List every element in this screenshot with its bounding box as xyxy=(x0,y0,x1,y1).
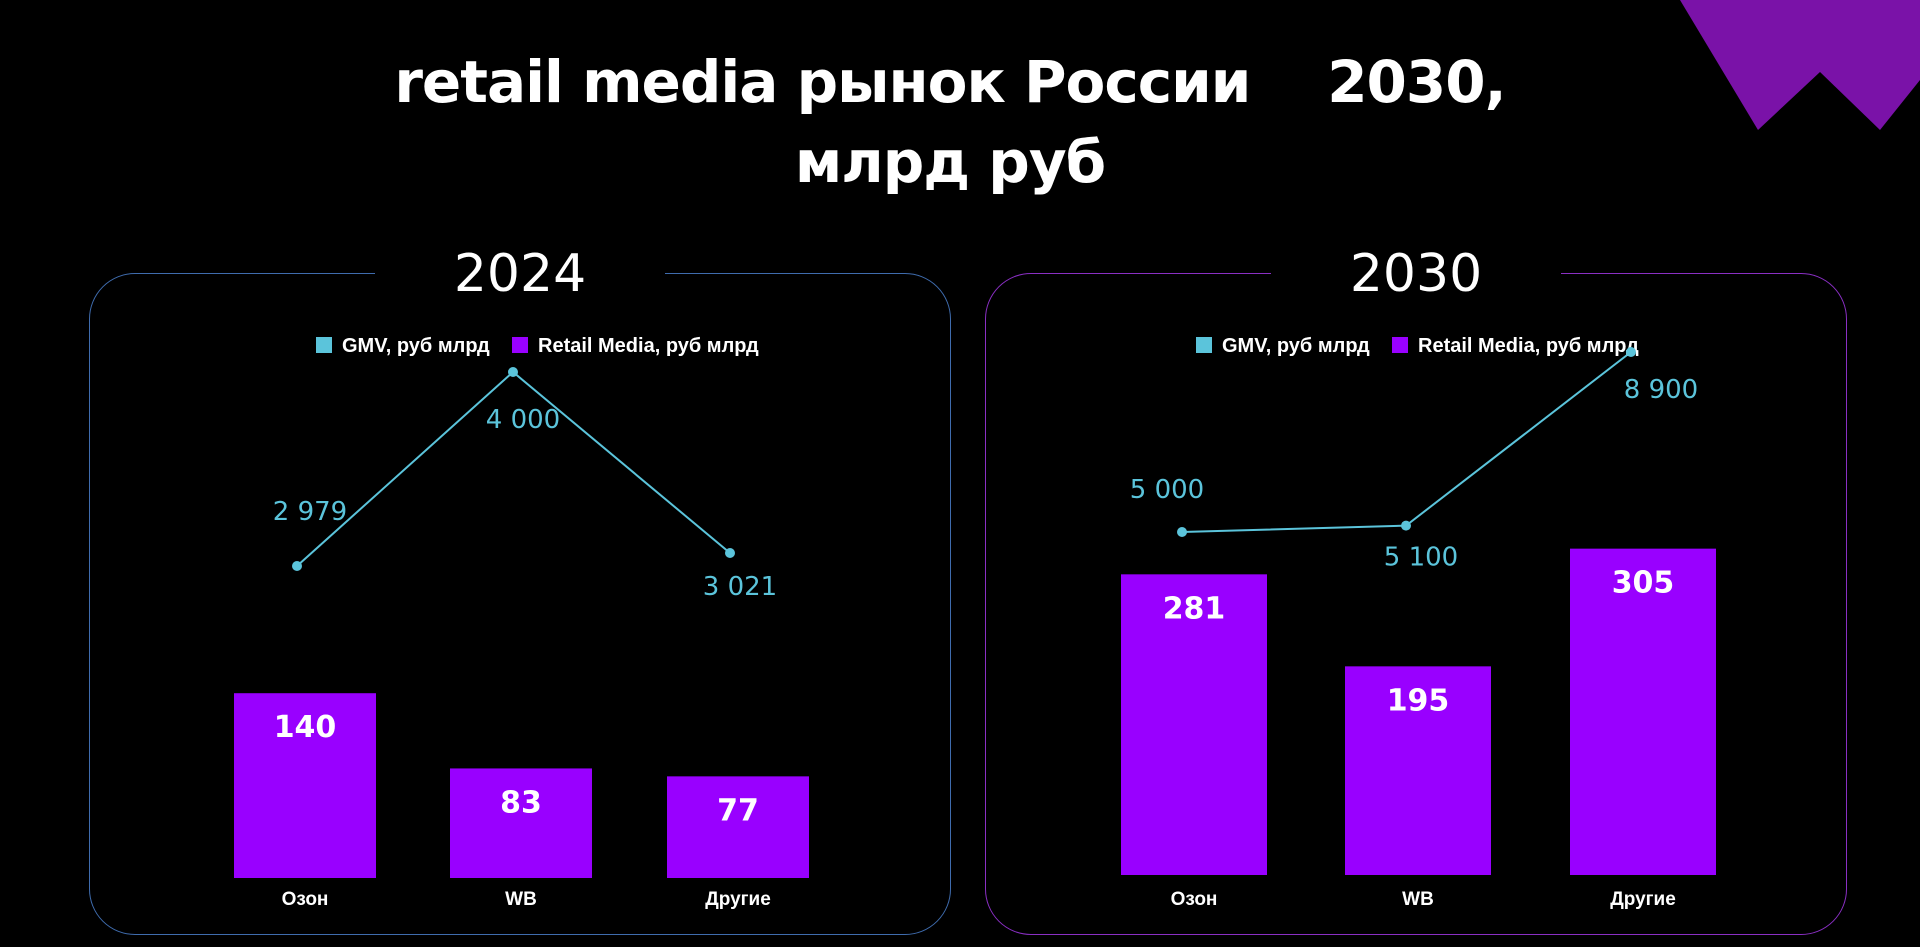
corner-decoration xyxy=(1680,0,1920,130)
legend-swatch-gmv-2024 xyxy=(316,337,332,353)
gmv-line-2030 xyxy=(1181,351,1632,533)
legend-swatch-gmv-2030 xyxy=(1196,337,1212,353)
page-title-line1: retail media рынок России 2030, xyxy=(394,48,1506,116)
bar-2030-1 xyxy=(1345,666,1491,875)
category-label-2030-1: WB xyxy=(1402,889,1434,910)
page-title-line2: млрд руб xyxy=(794,128,1106,196)
bar-label-2030-1: 195 xyxy=(1387,683,1450,718)
gmv-label-2024-0: 2 979 xyxy=(273,497,347,527)
category-label-2024-1: WB xyxy=(505,889,537,910)
category-label-2024-0: Озон xyxy=(282,889,329,910)
bar-2024-1 xyxy=(450,768,592,878)
gmv-label-2024-2: 3 021 xyxy=(703,572,777,602)
bar-label-2030-0: 281 xyxy=(1163,591,1226,626)
gmv-label-2024-1: 4 000 xyxy=(486,405,560,435)
panel-title-2030: 2030 xyxy=(1271,240,1561,308)
category-label-2030-0: Озон xyxy=(1171,889,1218,910)
legend-label-gmv-2030: GMV, руб млрд xyxy=(1222,335,1370,357)
bar-2030-2 xyxy=(1570,548,1716,875)
category-label-2030-2: Другие xyxy=(1610,889,1676,910)
gmv-label-2030-0: 5 000 xyxy=(1130,475,1204,505)
gmv-label-2030-2: 8 900 xyxy=(1624,375,1698,405)
legend-label-retail-media-2030: Retail Media, руб млрд xyxy=(1418,335,1639,357)
gmv-label-2030-1: 5 100 xyxy=(1384,543,1458,573)
gmv-point-2024-0 xyxy=(292,561,302,571)
legend-label-retail-media-2024: Retail Media, руб млрд xyxy=(538,335,759,357)
category-label-2024-2: Другие xyxy=(705,889,771,910)
bar-2030-0 xyxy=(1121,574,1267,875)
gmv-point-2030-2 xyxy=(1626,347,1636,357)
gmv-line-2024 xyxy=(296,370,731,567)
bar-label-2024-1: 83 xyxy=(500,785,542,820)
panel-title-2024: 2024 xyxy=(375,240,665,308)
gmv-point-2024-2 xyxy=(725,548,735,559)
bar-2024-2 xyxy=(667,776,809,878)
legend-label-gmv-2024: GMV, руб млрд xyxy=(342,335,490,357)
bar-label-2024-2: 77 xyxy=(717,793,759,828)
gmv-point-2030-1 xyxy=(1401,520,1411,531)
bar-label-2024-0: 140 xyxy=(274,710,337,745)
gmv-point-2030-0 xyxy=(1177,527,1187,537)
gmv-point-2024-1 xyxy=(508,367,518,377)
bar-2024-0 xyxy=(234,693,376,878)
legend-swatch-retail-media-2024 xyxy=(512,337,528,353)
bar-label-2030-2: 305 xyxy=(1612,566,1675,601)
page-title: retail media рынок России 2030, млрд руб xyxy=(0,42,1900,202)
legend-swatch-retail-media-2030 xyxy=(1392,337,1408,353)
